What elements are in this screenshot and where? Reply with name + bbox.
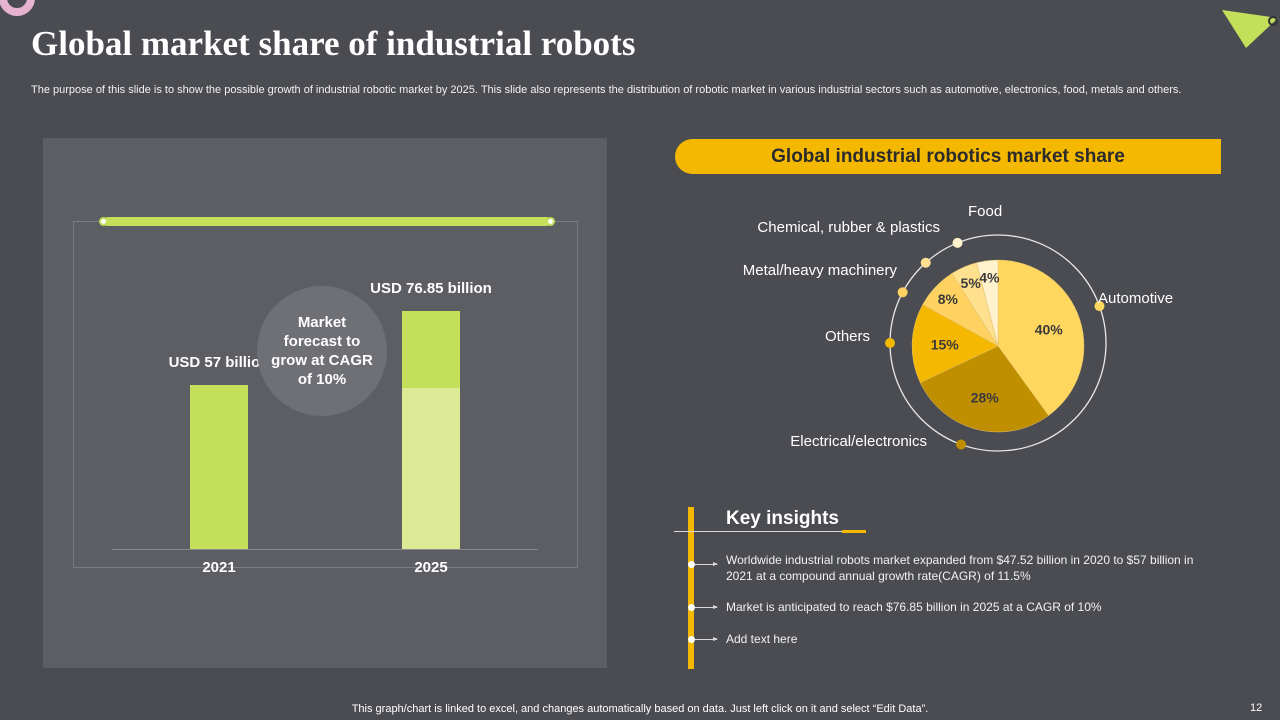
pie-data-label: 5%	[961, 275, 982, 291]
bar-value-label: USD 76.85 billion	[370, 279, 492, 297]
legend-marker	[897, 287, 908, 298]
slide-description: The purpose of this slide is to show the…	[31, 84, 1182, 96]
legend-marker	[952, 237, 963, 248]
insight-item: Market is anticipated to reach $76.85 bi…	[726, 600, 1102, 614]
decorative-green-bar	[103, 217, 551, 226]
arrow-icon	[695, 637, 718, 641]
pie-chart[interactable]: 40% 28% 15% 8%5%4%	[870, 215, 1130, 475]
triangle-decoration-icon	[1222, 10, 1278, 48]
legend-marker	[956, 439, 967, 450]
insight-item: Worldwide industrial robots market expan…	[726, 553, 1194, 583]
x-tick-label: 2021	[202, 559, 236, 576]
bar-knob-right	[546, 217, 555, 226]
pie-data-label: 40%	[1035, 322, 1064, 338]
x-tick-label: 2025	[414, 559, 448, 576]
arrow-icon	[695, 605, 718, 609]
pie-chart-title: Global industrial robotics market share	[675, 139, 1221, 174]
pie-data-label: 4%	[979, 270, 1000, 286]
pie-data-label: 28%	[971, 390, 1000, 406]
page-number: 12	[1250, 702, 1263, 714]
footer-note: This graph/chart is linked to excel, and…	[351, 703, 929, 715]
x-axis	[112, 549, 538, 550]
legend-marker	[885, 338, 895, 348]
insights-accent	[842, 530, 866, 533]
pie-slice-others[interactable]	[911, 304, 999, 383]
insights-divider	[674, 531, 842, 532]
pie-data-label: 15%	[931, 336, 960, 352]
pie-slice-food[interactable]	[976, 259, 999, 347]
pie-category-label: Metal/heavy machinery	[742, 262, 897, 279]
ring-decoration-icon	[0, 0, 35, 16]
arrow-icon	[695, 562, 718, 566]
bullet-dot	[688, 636, 695, 643]
pie-category-label: Automotive	[1098, 290, 1174, 307]
pie-data-label: 8%	[938, 291, 959, 307]
cagr-callout: Market forecast to grow at CAGR of 10%	[257, 286, 387, 416]
pie-category-label: Electrical/electronics	[790, 433, 927, 450]
bullet-dot	[688, 561, 695, 568]
bar-2021[interactable]	[190, 385, 248, 549]
bullet-dot	[688, 604, 695, 611]
insight-item: Add text here	[726, 632, 798, 646]
insights-timeline-bar	[688, 507, 694, 669]
pie-slice-electrical-electronics[interactable]	[919, 345, 1049, 433]
page-title: Global market share of industrial robots	[31, 24, 636, 63]
insights-heading: Key insights	[726, 508, 839, 529]
pie-category-label: Food	[968, 203, 1003, 220]
legend-marker	[920, 257, 931, 268]
pie-category-label: Chemical, rubber & plastics	[757, 219, 940, 236]
bar-value-label: USD 57 billion	[168, 354, 270, 372]
bar-2025-growth[interactable]	[402, 310, 460, 388]
pie-slice-automotive[interactable]	[997, 259, 1085, 416]
pie-category-label: Others	[824, 328, 870, 345]
legend-marker	[1094, 301, 1105, 312]
bar-2025-base[interactable]	[402, 388, 460, 549]
bar-knob-left	[99, 217, 108, 226]
